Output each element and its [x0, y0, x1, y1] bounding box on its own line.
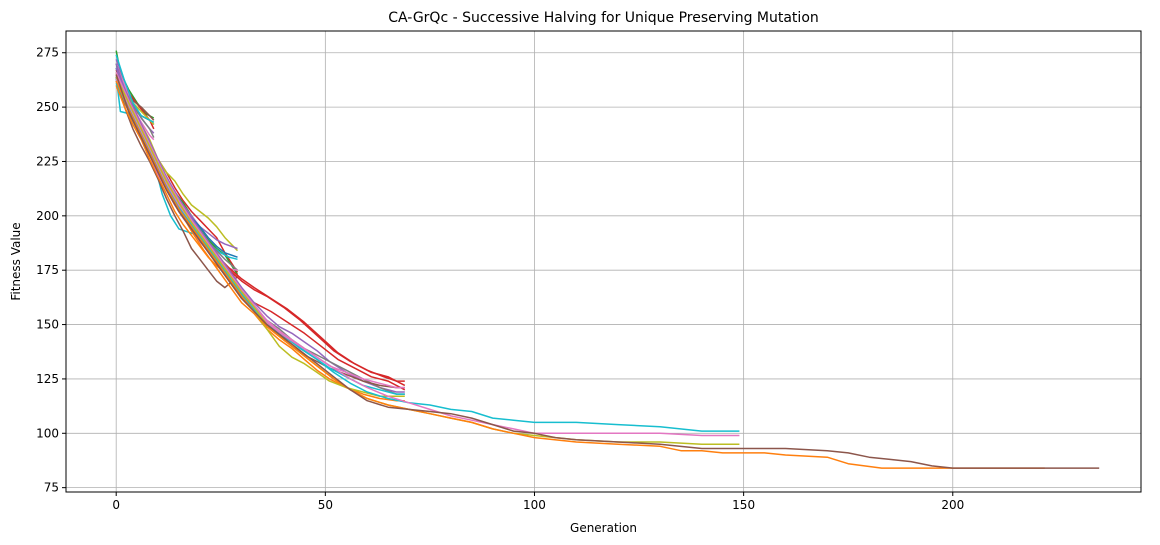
series-line-35 [115, 74, 1100, 469]
series-line-31 [115, 80, 740, 432]
plot-area-frame [65, 30, 1142, 493]
x-axis-label: Generation [570, 521, 637, 535]
y-tick-label: 125 [36, 372, 59, 386]
y-tick-label: 150 [36, 318, 59, 332]
y-tick-label: 250 [36, 100, 59, 114]
y-tick-label: 275 [36, 46, 59, 60]
y-tick-label: 100 [36, 426, 59, 440]
x-tick-label: 200 [941, 498, 964, 512]
chart-title: CA-GrQc - Successive Halving for Unique … [388, 10, 819, 26]
x-tick-label: 100 [523, 498, 546, 512]
series-line-29 [115, 71, 405, 389]
series-line-18 [115, 78, 238, 289]
x-tick-label: 50 [318, 498, 333, 512]
x-tick-label: 150 [732, 498, 755, 512]
series-lines [115, 50, 1100, 469]
axis-ticks: 0 50 100 150 200 75 100 125 150 175 200 225 250 275 [36, 46, 964, 512]
series-line-10 [115, 54, 155, 123]
y-tick-label: 75 [44, 481, 59, 495]
grid-lines [66, 31, 1141, 492]
series-line-34 [115, 80, 1045, 469]
y-axis-label: Fitness Value [9, 222, 23, 300]
y-tick-label: 225 [36, 154, 59, 168]
y-tick-label: 175 [36, 263, 59, 277]
x-tick-label: 0 [112, 498, 120, 512]
y-tick-label: 200 [36, 209, 59, 223]
